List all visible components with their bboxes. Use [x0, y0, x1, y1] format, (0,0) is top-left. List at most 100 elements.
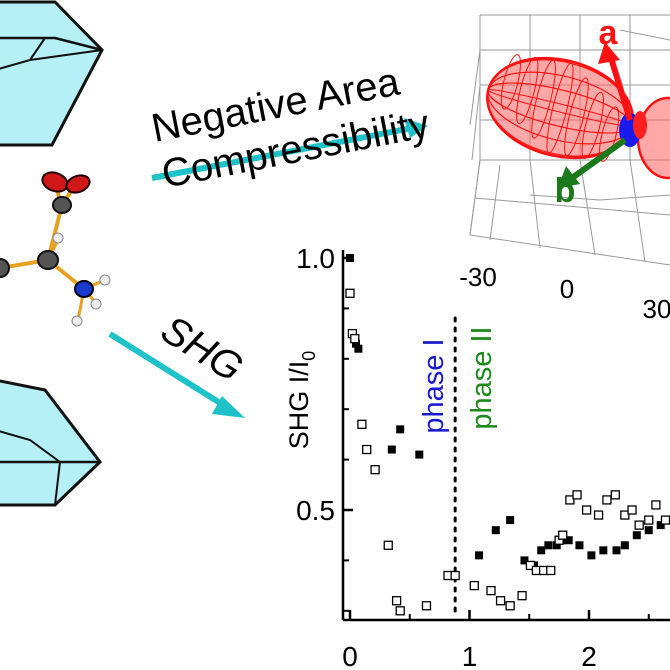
shg-point-filled [351, 339, 360, 348]
hydrogen-atom [90, 298, 102, 310]
shg-point-open [565, 495, 575, 505]
shg-point-filled [537, 546, 546, 555]
shg-point-open [486, 585, 496, 596]
lobe-mesh-line [564, 77, 589, 157]
shg-point-open [593, 510, 604, 520]
shg-point-filled [506, 516, 515, 525]
shg-point-open [495, 596, 506, 606]
nac-center-pinch [633, 111, 647, 139]
shg-point-open [546, 565, 556, 576]
hydrogen-atom [71, 315, 83, 327]
anvil-bottom-facet-inner [0, 430, 61, 463]
shg-point-open [581, 505, 592, 515]
diamond-anvil-top [0, 0, 104, 147]
shg-point-open [660, 515, 670, 525]
shg-x-tick-label: 1 [462, 641, 478, 670]
shg-point-filled [552, 541, 561, 550]
shg-point-filled [644, 526, 653, 535]
diamond-anvil-bottom [0, 379, 103, 507]
lobe-mesh-line [581, 91, 604, 159]
shg-y-tick-label: 0.5 [296, 495, 335, 526]
shg-point-filled [475, 551, 484, 560]
shg-point-open [350, 333, 360, 344]
shg-y-axis-label-sub: 0 [299, 351, 319, 361]
shg-point-filled [544, 541, 553, 550]
shg-chart-ticks: 1.0 0.5 0 1 2 [296, 243, 650, 670]
nac-tick-label: 30 [643, 294, 670, 324]
nac-tick-label: 0 [560, 274, 574, 304]
shg-point-filled [599, 546, 608, 555]
lobe-mesh-line [546, 62, 574, 154]
shg-point-filled [656, 521, 665, 530]
phase2-label: phase II [466, 326, 498, 429]
nac-tick-label: -30 [459, 262, 497, 292]
shg-point-open [421, 601, 432, 611]
shg-point-filled [632, 531, 641, 540]
shg-point-open [634, 520, 644, 530]
shg-x-tick-label: 0 [342, 641, 358, 670]
shg-data-points [345, 254, 670, 616]
anvil-bottom-facet-edge [54, 461, 61, 506]
carbon-atom [52, 196, 72, 214]
lobe-mesh-line [500, 54, 521, 110]
lobe-mesh-line [531, 59, 556, 139]
shg-point-open [391, 596, 402, 606]
shg-point-open [651, 500, 661, 510]
shg-point-open [450, 570, 460, 581]
shg-point-filled [620, 541, 629, 550]
shg-point-open [345, 288, 355, 298]
shg-point-filled [612, 546, 621, 555]
oxygen-atom [65, 174, 91, 194]
arrow-nac [151, 118, 428, 181]
shg-x-tick-label: 2 [581, 641, 597, 670]
shg-point-open [395, 606, 405, 616]
shg-y-axis-label: SHG I/I0 [284, 351, 319, 450]
shg-point-filled [587, 551, 596, 560]
shg-point-filled [575, 541, 584, 550]
shg-point-open [357, 419, 367, 429]
shg-point-filled [354, 344, 363, 353]
anvil-top-facet [0, 36, 103, 52]
shg-point-filled [346, 254, 354, 262]
phase1-label: phase I [418, 338, 450, 433]
shg-point-open [627, 505, 637, 515]
shg-point-open [370, 465, 380, 475]
nac-lobe-left [486, 54, 634, 162]
oxygen-atom [41, 171, 69, 193]
hydrogen-atom [99, 274, 111, 286]
shg-point-filled [415, 450, 424, 459]
nac-3d-grid [469, 14, 670, 266]
shg-point-open [383, 540, 393, 550]
shg-point-open [610, 490, 620, 500]
shg-point-open [505, 601, 515, 611]
axis-label-a: a [599, 14, 619, 52]
shg-point-open [469, 580, 479, 591]
shg-chart: 1.00.50 1 2 phase I phase II SHG I/I0 [284, 243, 670, 670]
shg-point-open [362, 444, 372, 455]
arrow-shg [108, 331, 245, 418]
carbon-atom [0, 258, 10, 278]
shg-chart-axes [341, 250, 670, 622]
shg-point-open [572, 490, 582, 500]
shg-point-filled [520, 556, 529, 565]
axis-label-b: b [555, 172, 576, 210]
shg-point-open [517, 591, 527, 601]
anvil-top-facet-edge [29, 37, 46, 61]
shg-point-open [602, 495, 612, 505]
shg-point-filled [387, 445, 396, 454]
shg-y-tick-label: 1.0 [296, 243, 335, 274]
shg-point-open [620, 510, 630, 520]
shg-point-filled [564, 536, 573, 545]
nac-lobe-right [636, 96, 670, 180]
nac-3d-plot: a b -30 0 30 [459, 14, 670, 324]
shg-point-open [644, 515, 654, 525]
shg-point-filled [396, 425, 405, 434]
shg-point-filled [491, 526, 500, 535]
shg-y-axis-label-main: SHG I/I [284, 361, 314, 450]
shg-point-open [558, 530, 568, 540]
anvil-top-body [0, 0, 104, 147]
lobe-mesh-line [599, 106, 620, 162]
nitrogen-atom [74, 280, 94, 298]
axis-arrow-a [598, 42, 633, 121]
